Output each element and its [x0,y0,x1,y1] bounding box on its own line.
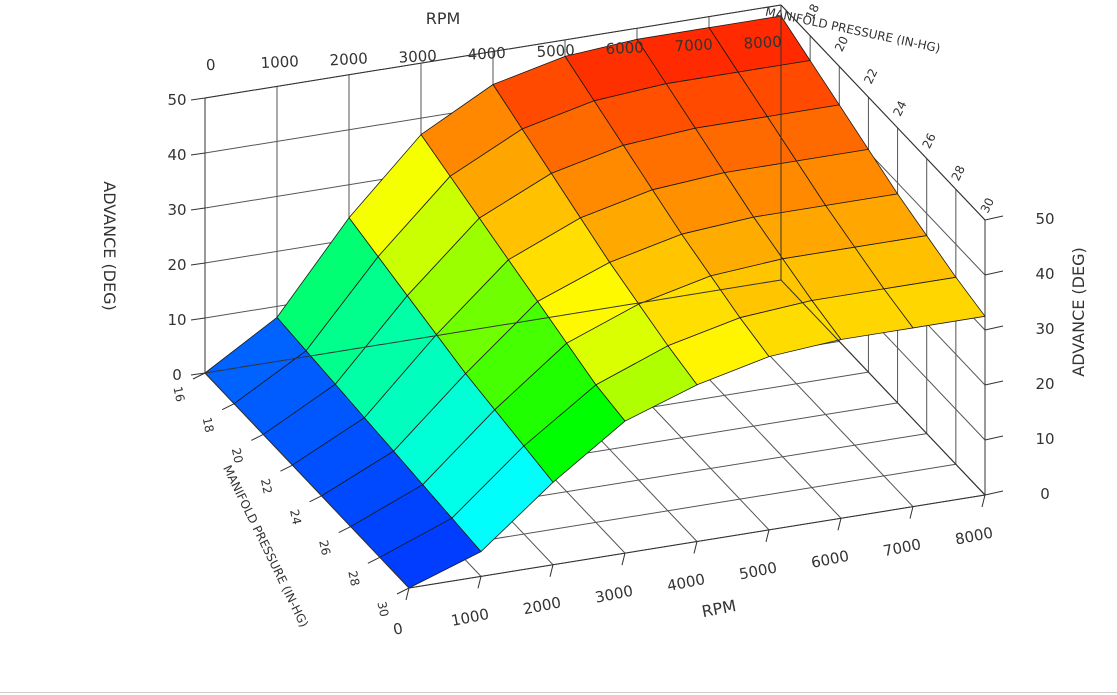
advance-tick-mark-left [190,317,206,321]
advance-tick-label-left: 40 [167,146,186,164]
map-tick-label-left: 30 [374,600,391,618]
advance-tick-mark-right [984,435,1004,441]
rpm-tick-mark-bottom [693,541,698,554]
rpm-tick-label-top: 7000 [674,35,713,55]
advance-tick-label-right: 50 [1035,210,1054,228]
rpm-tick-label-bottom: 4000 [666,570,707,595]
map-tick-label-top: 24 [890,99,909,119]
rpm-tick-label-bottom: 5000 [738,558,779,583]
map-tick-mark-left [251,433,264,441]
advance-tick-label-left: 50 [167,91,186,109]
map-tick-label-left: 18 [200,416,217,434]
map-tick-label-left: 22 [258,477,275,495]
advance-tick-mark-left [190,207,206,211]
advance-tick-mark-left [190,152,206,156]
advance-tick-mark-right [984,490,1004,496]
rpm-tick-mark-bottom [981,494,986,508]
rpm-tick-label-bottom: 2000 [522,593,563,618]
map-tick-label-left: 26 [316,539,333,557]
advance-tick-label-right: 20 [1035,375,1054,393]
surface-mesh [204,15,986,589]
map-tick-label-left: 20 [229,447,246,465]
advance-tick-mark-right [984,325,1004,331]
advance-tick-mark-right [984,270,1004,276]
map-tick-label-top: 30 [978,196,997,216]
rpm-tick-label-top: 2000 [329,49,368,69]
advance-tick-mark-left [190,262,206,266]
rpm-tick-label-top: 0 [206,56,216,74]
advance-tick-label-right: 40 [1035,265,1054,283]
rpm-tick-mark-bottom [405,587,410,601]
rpm-axis-title-top: RPM [426,9,461,28]
advance-tick-label-left: 20 [167,256,186,274]
map-tick-mark-left [221,403,235,411]
map-tick-mark-left [280,464,293,472]
advance-tick-label-right: 10 [1035,430,1054,448]
map-tick-mark-left [338,526,351,534]
advance-tick-mark-right [984,380,1004,386]
rpm-axis-title-bottom: RPM [700,596,738,621]
advance-tick-label-right: 30 [1035,320,1054,338]
rpm-tick-mark-bottom [549,564,554,577]
map-tick-label-top: 22 [861,66,880,86]
map-tick-label-top: 20 [832,34,851,54]
advance-tick-label-left: 10 [167,311,186,329]
bottom-divider [0,692,1117,693]
rpm-tick-mark-bottom [765,529,770,542]
map-tick-label-left: 24 [287,508,304,526]
axes-frame [190,4,1004,601]
map-tick-label-left: 16 [170,385,187,403]
rpm-tick-mark-bottom [837,518,842,531]
advance-tick-label-right: 0 [1040,485,1050,503]
advance-tick-mark-right [984,215,1004,221]
map-tick-label-top: 18 [803,2,822,22]
map-tick-mark-left [309,495,322,503]
rpm-tick-label-bottom: 6000 [810,547,851,572]
rpm-tick-mark-bottom [909,506,914,519]
rpm-tick-label-top: 8000 [743,33,782,53]
rpm-tick-label-bottom: 1000 [450,605,491,630]
rpm-tick-label-bottom: 7000 [882,535,923,560]
map-tick-mark-left [192,372,206,380]
rpm-tick-label-bottom: 0 [392,619,405,638]
rpm-tick-mark-bottom [477,576,482,589]
rpm-tick-label-top: 5000 [536,41,575,61]
advance-axis-title-left: ADVANCE (DEG) [100,181,119,311]
map-tick-mark-left [367,556,381,564]
map-tick-mark-left [396,587,410,595]
map-tick-label-top: 26 [919,131,938,151]
frame-edge [204,4,782,99]
advance-tick-mark-left [190,97,206,101]
rpm-tick-label-top: 4000 [467,44,506,64]
rpm-tick-label-bottom: 8000 [954,524,995,549]
rpm-tick-label-top: 6000 [605,38,644,58]
advance-tick-mark-left [190,372,206,376]
rpm-tick-label-top: 1000 [260,52,299,72]
map-tick-label-top: 28 [949,163,968,183]
map-tick-label-left: 28 [345,570,362,588]
rpm-tick-label-bottom: 3000 [594,582,635,607]
frame-edge [204,279,782,374]
frame-edge [780,279,986,496]
frame-edge [204,372,410,589]
rpm-tick-label-top: 3000 [398,47,437,67]
rpm-tick-mark-bottom [621,553,626,566]
advance-tick-label-left: 30 [167,201,186,219]
advance-tick-label-left: 0 [172,366,182,384]
advance-axis-title-right: ADVANCE (DEG) [1069,247,1088,377]
frame-edge [780,4,986,221]
